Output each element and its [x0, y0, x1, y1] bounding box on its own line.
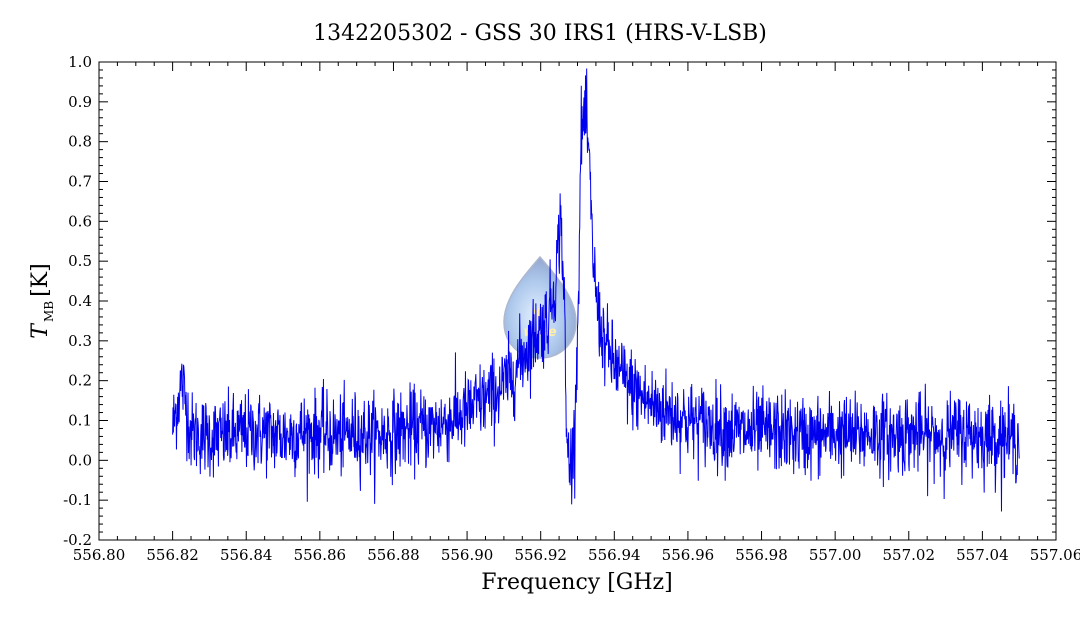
y-axis-label: TMB [K]	[28, 263, 56, 338]
series-line-0	[172, 68, 1020, 512]
y-tick-label: 0.0	[68, 451, 92, 469]
y-tick-label: 0.2	[68, 372, 92, 390]
x-tick-label: 556.98	[735, 546, 788, 564]
x-tick-label: 557.00	[809, 546, 862, 564]
series-group	[172, 68, 1020, 512]
y-axis: -0.2 -0.1 0.0 0.1 0.2 0.3 0.4 0.5 0.6 0.7 0.8 0.9 1.…	[63, 53, 1056, 549]
y-tick-label: 0.4	[68, 292, 92, 310]
y-axis-label-sub: MB	[42, 301, 56, 322]
x-tick-label: 556.86	[294, 546, 347, 564]
y-tick-label: 0.9	[68, 93, 92, 111]
x-tick-label: 556.96	[662, 546, 715, 564]
x-axis: 556.80 556.82 556.84 556.86 556.88 556.90 556.…	[73, 62, 1080, 564]
y-tick-label: -0.2	[63, 531, 92, 549]
x-tick-label: 557.06	[1030, 546, 1080, 564]
y-tick-label: 0.3	[68, 332, 92, 350]
y-tick-label: 1.0	[68, 53, 92, 71]
y-tick-label: 0.7	[68, 173, 92, 191]
x-tick-label: 556.84	[220, 546, 273, 564]
y-tick-label: 0.6	[68, 212, 92, 230]
x-tick-label: 556.82	[146, 546, 199, 564]
chart-title: 1342205302 - GSS 30 IRS1 (HRS-V-LSB)	[313, 21, 767, 46]
x-axis-label: Frequency [GHz]	[481, 570, 673, 595]
y-tick-label: 0.5	[68, 252, 92, 270]
x-tick-label: 556.94	[588, 546, 641, 564]
plot-frame	[98, 61, 1057, 541]
y-axis-label-main: T	[28, 322, 53, 339]
y-tick-label: 0.1	[68, 412, 92, 430]
x-tick-label: 556.88	[367, 546, 420, 564]
x-tick-label: 556.90	[441, 546, 494, 564]
x-tick-label: 557.02	[883, 546, 936, 564]
x-tick-label: 556.80	[73, 546, 126, 564]
y-tick-label: 0.8	[68, 133, 92, 151]
x-tick-label: 557.04	[956, 546, 1009, 564]
y-tick-label: -0.1	[63, 491, 92, 509]
y-axis-label-unit: [K]	[28, 263, 53, 297]
x-tick-label: 556.92	[514, 546, 567, 564]
